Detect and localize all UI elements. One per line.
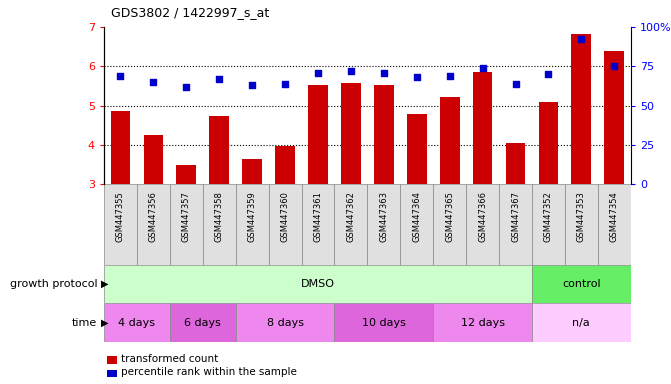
- Bar: [532, 265, 631, 303]
- Text: GSM447367: GSM447367: [511, 191, 520, 242]
- Bar: [144, 135, 163, 184]
- Text: GSM447356: GSM447356: [149, 191, 158, 242]
- Text: 6 days: 6 days: [185, 318, 221, 328]
- Text: GSM447353: GSM447353: [577, 191, 586, 242]
- Text: GSM447357: GSM447357: [182, 191, 191, 242]
- Bar: [170, 184, 203, 265]
- Bar: [506, 143, 525, 184]
- Bar: [236, 303, 334, 342]
- Text: time: time: [72, 318, 97, 328]
- Text: 4 days: 4 days: [118, 318, 156, 328]
- Bar: [104, 265, 532, 303]
- Bar: [401, 184, 433, 265]
- Text: 8 days: 8 days: [266, 318, 303, 328]
- Point: [411, 74, 422, 80]
- Point: [543, 71, 554, 77]
- Bar: [433, 184, 466, 265]
- Point: [346, 68, 356, 74]
- Point: [247, 82, 258, 88]
- Bar: [368, 184, 401, 265]
- Text: GSM447364: GSM447364: [412, 191, 421, 242]
- Point: [280, 81, 291, 87]
- Bar: [236, 184, 268, 265]
- Bar: [472, 72, 493, 184]
- Bar: [598, 184, 631, 265]
- Bar: [341, 83, 361, 184]
- Text: GSM447352: GSM447352: [544, 191, 553, 242]
- Bar: [532, 303, 631, 342]
- Text: n/a: n/a: [572, 318, 590, 328]
- Bar: [539, 102, 558, 184]
- Point: [576, 36, 586, 43]
- Bar: [275, 146, 295, 184]
- Point: [444, 73, 455, 79]
- Text: GSM447363: GSM447363: [379, 191, 389, 242]
- Text: ▶: ▶: [101, 279, 108, 289]
- Bar: [407, 114, 427, 184]
- Bar: [209, 116, 229, 184]
- Bar: [268, 184, 301, 265]
- Bar: [440, 97, 460, 184]
- Text: percentile rank within the sample: percentile rank within the sample: [121, 367, 297, 377]
- Text: 12 days: 12 days: [460, 318, 505, 328]
- Text: ▶: ▶: [101, 318, 108, 328]
- Text: GDS3802 / 1422997_s_at: GDS3802 / 1422997_s_at: [111, 6, 269, 19]
- Point: [148, 79, 159, 85]
- Text: GSM447360: GSM447360: [280, 191, 290, 242]
- Bar: [176, 165, 196, 184]
- Bar: [104, 303, 170, 342]
- Text: 10 days: 10 days: [362, 318, 406, 328]
- Text: transformed count: transformed count: [121, 354, 218, 364]
- Bar: [532, 184, 565, 265]
- Point: [115, 73, 126, 79]
- Bar: [433, 303, 532, 342]
- Point: [510, 81, 521, 87]
- Bar: [203, 184, 236, 265]
- Point: [609, 63, 619, 69]
- Bar: [605, 51, 624, 184]
- Bar: [374, 85, 394, 184]
- Point: [214, 76, 225, 82]
- Point: [181, 84, 192, 90]
- Text: GSM447362: GSM447362: [346, 191, 356, 242]
- Bar: [301, 184, 334, 265]
- Text: GSM447359: GSM447359: [248, 191, 256, 242]
- Text: control: control: [562, 279, 601, 289]
- Bar: [242, 159, 262, 184]
- Bar: [137, 184, 170, 265]
- Bar: [334, 303, 433, 342]
- Bar: [334, 184, 368, 265]
- Text: GSM447361: GSM447361: [313, 191, 323, 242]
- Text: GSM447365: GSM447365: [445, 191, 454, 242]
- Point: [477, 65, 488, 71]
- Point: [313, 70, 323, 76]
- Bar: [308, 85, 328, 184]
- Text: GSM447358: GSM447358: [215, 191, 223, 242]
- Text: GSM447355: GSM447355: [116, 191, 125, 242]
- Text: GSM447366: GSM447366: [478, 191, 487, 242]
- Bar: [572, 34, 591, 184]
- Text: GSM447354: GSM447354: [610, 191, 619, 242]
- Point: [378, 70, 389, 76]
- Bar: [104, 184, 137, 265]
- Text: growth protocol: growth protocol: [9, 279, 97, 289]
- Text: DMSO: DMSO: [301, 279, 335, 289]
- Bar: [111, 111, 130, 184]
- Bar: [499, 184, 532, 265]
- Bar: [170, 303, 236, 342]
- Bar: [565, 184, 598, 265]
- Bar: [466, 184, 499, 265]
